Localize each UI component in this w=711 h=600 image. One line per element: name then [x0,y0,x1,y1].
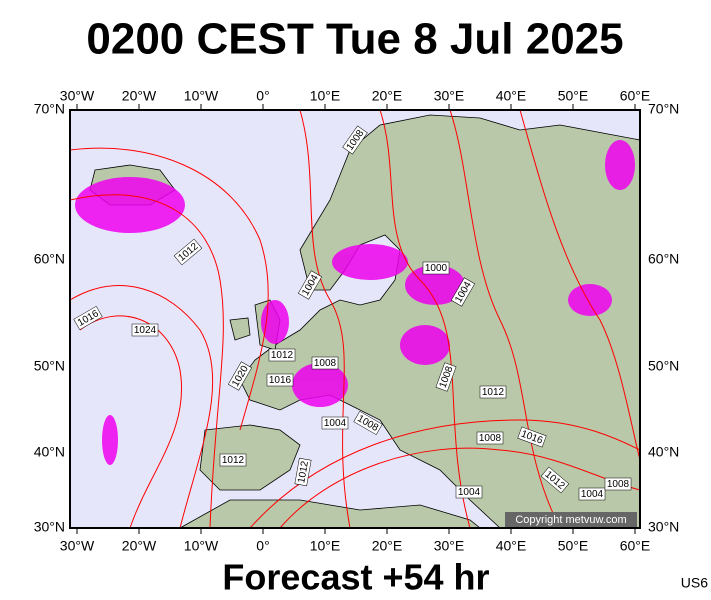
lat-label-left: 40°N [34,444,65,460]
lat-label-left: 70°N [34,101,65,117]
lon-label-bottom: 10°E [310,538,341,554]
lon-label-bottom: 40°E [496,538,527,554]
isobar-label: 1012 [268,348,296,362]
lon-label-top: 20°E [372,88,403,104]
isobar-label-box [266,373,294,387]
lon-label-top: 30°W [60,88,95,104]
lat-label-right: 70°N [648,101,679,117]
copyright-background [505,512,637,527]
lon-label-bottom: 20°W [122,538,157,554]
isobar-label-text: 1000 [425,263,448,274]
lon-label-bottom: 30°W [60,538,95,554]
isobar-label-box [321,416,349,430]
isobar-label-text: 1008 [479,433,502,444]
isobar-label: 1008 [604,477,632,491]
isobar-label-box [517,426,547,448]
isobar-label: 1008 [476,431,504,445]
lon-label-top: 60°E [620,88,651,104]
lon-label-top: 0° [256,88,269,104]
isobar-label-box [73,305,103,331]
lon-label-top: 40°E [496,88,527,104]
isobars [69,109,641,529]
lat-label-left: 60°N [34,251,65,267]
isobar-label-text: 1004 [581,489,604,500]
lat-label-left: 50°N [34,358,65,374]
isobar-label: 1012 [479,385,507,399]
isobar-label-box [219,453,247,467]
isobar-label-box [604,477,632,491]
lon-label-bottom: 20°E [372,538,403,554]
precipitation [75,140,635,465]
isobar-label-box [311,356,339,370]
isobar-label-text: 1012 [482,387,505,398]
isobar-label-text: 1012 [271,350,294,361]
isobar-label-box [435,362,457,392]
isobar-label-text: 1016 [269,375,292,386]
isobar-label-box [131,323,159,337]
isobar-label: 1016 [266,373,294,387]
isobar-label: 1004 [321,416,349,430]
copyright-box: Copyright metvuw.com [505,512,637,527]
isobar-label: 1004 [578,487,606,501]
isobar-label-box [455,485,483,499]
title: 0200 CEST Tue 8 Jul 2025 [86,15,623,64]
isobar-label-text: 1008 [607,479,630,490]
isobar-label-text: 1012 [296,460,311,484]
model-code: US6 [681,575,708,591]
isobar-label-text: 1004 [458,487,481,498]
isobar-label: 1004 [455,485,483,499]
isobar-label-box [422,261,450,275]
isobar-label-box [540,466,570,494]
lat-label-right: 40°N [648,444,679,460]
copyright: Copyright metvuw.com [515,514,626,526]
lon-label-top: 30°E [434,88,465,104]
lat-label-right: 60°N [648,251,679,267]
isobar-label-text: 1024 [134,325,157,336]
isobar-label-box [578,487,606,501]
isobar-label-box [342,125,368,155]
isobar-label-text: 1008 [314,358,337,369]
isobar-label-text: 1004 [324,418,347,429]
isobar-label: 1012 [294,457,312,487]
isobar-label-box [353,410,383,436]
isobar-label: 1024 [131,323,159,337]
isobar-label-box [268,348,296,362]
lat-label-right: 50°N [648,358,679,374]
isobar-label: 1008 [435,362,457,392]
lon-label-top: 10°E [310,88,341,104]
lon-label-bottom: 10°W [184,538,219,554]
lon-label-top: 50°E [558,88,589,104]
isobar-label: 1008 [311,356,339,370]
lon-label-bottom: 0° [256,538,269,554]
lon-label-bottom: 60°E [620,538,651,554]
isobar-label-box [476,431,504,445]
lon-label-bottom: 30°E [434,538,465,554]
lon-label-top: 10°W [184,88,219,104]
isobar-label: 1000 [422,261,450,275]
isobar-label-box [297,270,323,300]
lon-label-top: 20°W [122,88,157,104]
forecast-label: Forecast +54 hr [222,557,489,598]
isobar-label-box [227,361,253,391]
isobar-label-box [450,277,476,307]
isobar-label-box [479,385,507,399]
lat-label-right: 30°N [648,519,679,535]
frame-border [69,109,641,529]
isobar-label-text: 1012 [222,455,245,466]
map-frame [69,109,641,529]
isobar-label-box [173,238,203,266]
lat-label-left: 30°N [34,519,65,535]
isobar-label: 1012 [219,453,247,467]
lon-label-bottom: 50°E [558,538,589,554]
isobar-label-box [294,457,312,487]
